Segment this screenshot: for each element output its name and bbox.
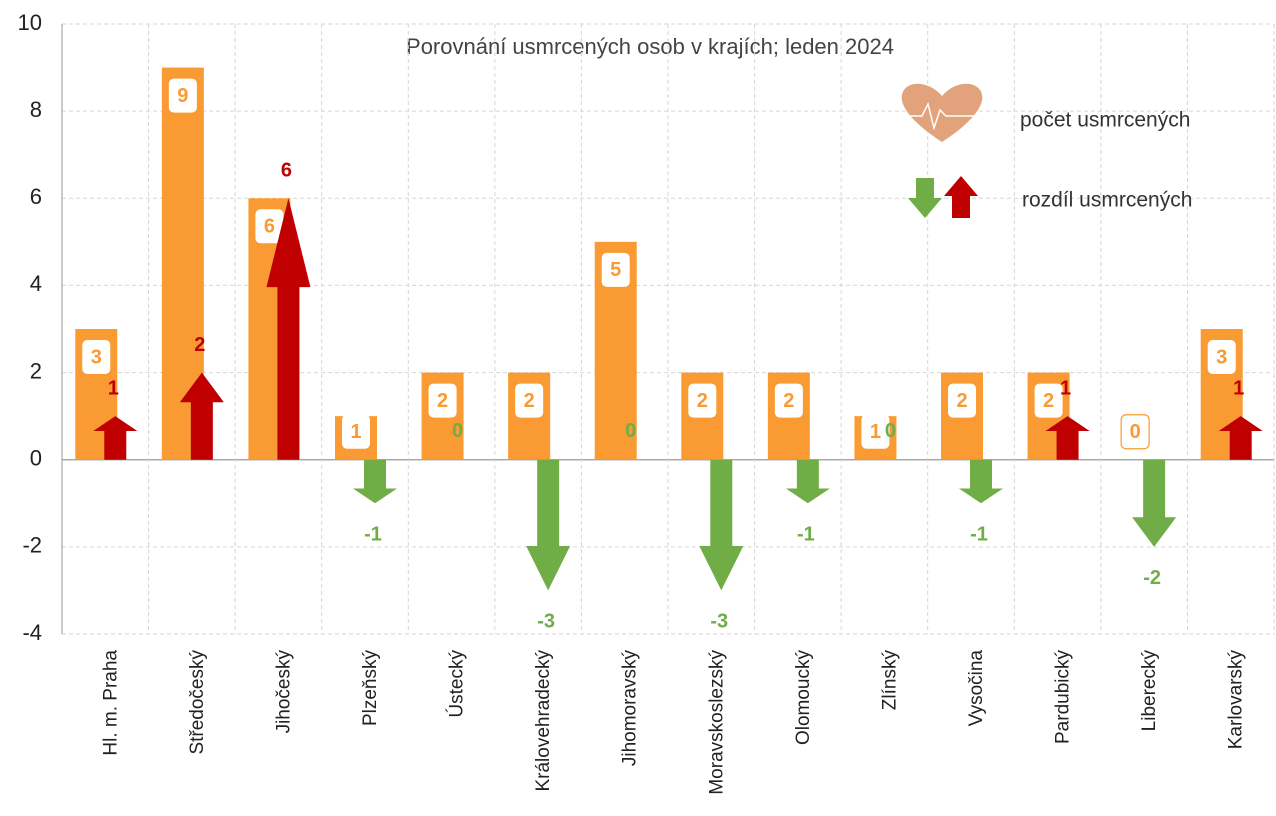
x-tick-group: Olomoucký	[793, 650, 814, 746]
difference-label: 0	[452, 420, 463, 442]
difference-arrow	[1218, 416, 1263, 460]
x-tick-group: Jihočeský	[273, 650, 294, 734]
x-tick-label: Pardubický	[1053, 650, 1074, 744]
x-tick-label: Zlínský	[879, 650, 900, 711]
value-label-box	[255, 209, 284, 244]
x-tick-label: Liberecký	[1139, 650, 1160, 732]
y-tick-label: 0	[30, 446, 42, 471]
value-label: 5	[610, 259, 621, 281]
difference-label: 1	[1233, 377, 1244, 399]
value-label-box	[428, 383, 457, 418]
x-tick-label: Plzeňský	[360, 650, 381, 727]
difference-label: -3	[710, 611, 728, 633]
x-tick-group: Plzeňský	[360, 650, 381, 727]
value-label: 1	[350, 421, 361, 443]
difference-label: -1	[970, 524, 988, 546]
value-label: 2	[783, 390, 794, 412]
value-label: 2	[524, 390, 535, 412]
y-tick-label: 4	[30, 271, 42, 296]
x-tick-label: Hl. m. Praha	[100, 650, 121, 756]
x-tick-group: Ústecký	[446, 650, 468, 718]
x-tick-label: Olomoucký	[793, 650, 814, 746]
value-label-box	[948, 383, 976, 418]
x-tick-label: Středočeský	[187, 650, 208, 755]
value-label: 9	[177, 85, 188, 107]
value-label: 1	[870, 421, 881, 443]
difference-arrow	[699, 459, 744, 591]
x-tick-group: Královehradecký	[533, 650, 554, 792]
value-label-box	[1120, 414, 1150, 450]
x-tick-group: Hl. m. Praha	[100, 650, 121, 756]
value-label-box	[1034, 383, 1063, 418]
value-label: 0	[1130, 421, 1141, 443]
difference-arrow	[959, 459, 1003, 504]
chart-title: Porovnání usmrcených osob v krajích; led…	[406, 34, 894, 59]
difference-label: 1	[108, 377, 119, 399]
value-label: 3	[1216, 346, 1227, 368]
difference-arrow	[785, 459, 830, 504]
legend-up-arrow	[944, 176, 978, 218]
value-label-box	[1207, 340, 1236, 374]
value-label-box	[168, 78, 197, 113]
x-tick-label: Vysočina	[966, 650, 987, 727]
x-tick-group: Zlínský	[879, 650, 900, 711]
x-tick-group: Liberecký	[1139, 650, 1160, 732]
difference-arrow	[353, 459, 397, 504]
x-tick-group: Jihomoravský	[620, 650, 641, 767]
difference-label: -2	[1143, 567, 1161, 589]
value-label-box	[688, 383, 717, 418]
y-tick-label: 6	[30, 184, 42, 209]
y-tick-label: -4	[22, 620, 42, 645]
difference-label: 0	[885, 420, 896, 442]
difference-arrow	[179, 372, 224, 460]
value-label-box	[515, 383, 544, 418]
legend-heart-line	[900, 101, 984, 131]
difference-arrow	[266, 198, 311, 460]
value-label: 3	[91, 346, 102, 368]
difference-label: 0	[625, 420, 636, 442]
x-tick-label: Karlovarský	[1226, 650, 1247, 750]
value-label: 2	[1043, 390, 1054, 412]
difference-arrow	[93, 416, 138, 460]
x-tick-label: Královehradecký	[533, 650, 554, 792]
value-label-box	[861, 414, 890, 449]
difference-label: -3	[537, 611, 555, 633]
difference-arrow	[1045, 416, 1090, 460]
difference-arrow	[1132, 459, 1177, 547]
x-tick-group: Pardubický	[1053, 650, 1074, 744]
value-label: 2	[956, 390, 967, 412]
x-tick-label: Ústecký	[446, 650, 468, 718]
difference-label: 1	[1060, 377, 1071, 399]
x-tick-group: Karlovarský	[1226, 650, 1247, 750]
value-label: 6	[264, 216, 275, 238]
difference-label: -1	[797, 524, 815, 546]
legend: počet usmrcených rozdíl usmrcených	[900, 83, 1192, 218]
y-tick-label: -2	[22, 533, 42, 558]
value-label: 2	[697, 390, 708, 412]
value-label-box	[82, 340, 111, 374]
y-tick-label: 10	[18, 10, 42, 35]
difference-label: -1	[364, 524, 382, 546]
legend-down-arrow	[908, 178, 942, 218]
value-label-box	[342, 414, 370, 449]
value-label-box	[774, 383, 803, 418]
legend-label: počet usmrcených	[1020, 109, 1190, 132]
legend-label: rozdíl usmrcených	[1022, 189, 1192, 212]
y-tick-label: 2	[30, 358, 42, 383]
x-tick-label: Moravskoslezský	[706, 650, 727, 795]
difference-arrow	[526, 459, 571, 591]
difference-label: 2	[194, 334, 205, 356]
difference-label: 6	[281, 160, 292, 182]
x-tick-group: Vysočina	[966, 650, 987, 727]
x-tick-label: Jihočeský	[273, 650, 294, 734]
x-tick-label: Jihomoravský	[620, 650, 641, 767]
value-label: 2	[437, 390, 448, 412]
y-tick-label: 8	[30, 97, 42, 122]
x-tick-group: Středočeský	[187, 650, 208, 755]
value-label-box	[601, 252, 630, 287]
x-tick-group: Moravskoslezský	[706, 650, 727, 795]
